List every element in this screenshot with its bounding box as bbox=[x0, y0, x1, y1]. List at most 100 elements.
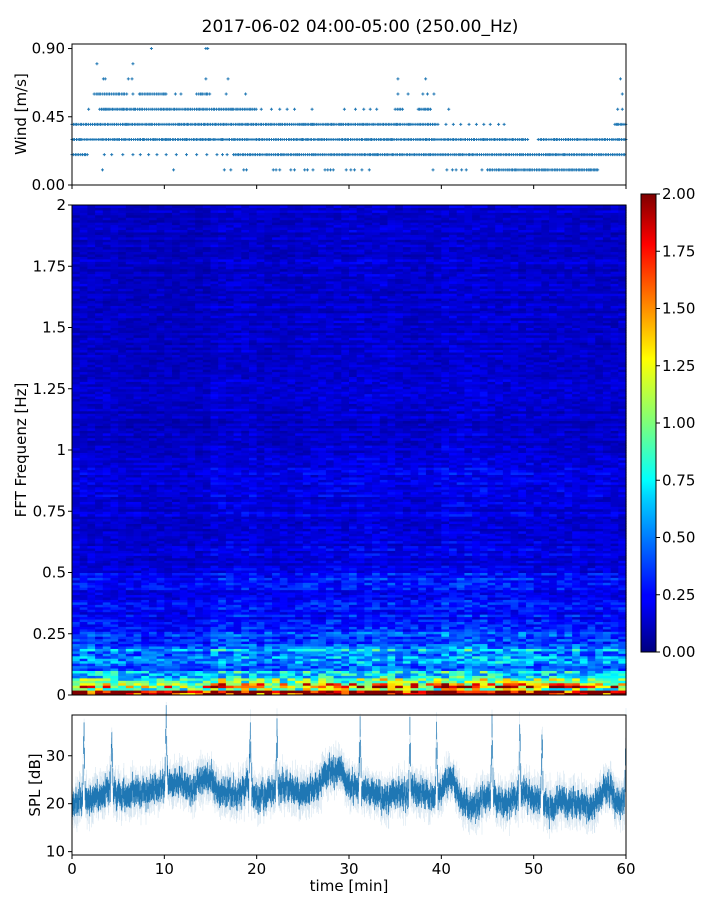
wind-marker bbox=[155, 153, 158, 156]
figure-title: 2017-06-02 04:00-05:00 (250.00_Hz) bbox=[202, 17, 519, 37]
wind-marker bbox=[621, 93, 624, 96]
wind-marker bbox=[245, 168, 248, 171]
wind-marker bbox=[497, 123, 500, 126]
wind-marker bbox=[460, 168, 463, 171]
wind-marker bbox=[436, 123, 439, 126]
wind-marker bbox=[179, 93, 182, 96]
wind-marker bbox=[87, 108, 90, 111]
wind-axes-frame bbox=[72, 44, 626, 185]
wind-marker bbox=[125, 93, 128, 96]
wind-marker bbox=[489, 123, 492, 126]
wind-marker bbox=[480, 168, 483, 171]
wind-marker bbox=[360, 168, 363, 171]
wind-marker bbox=[432, 93, 435, 96]
wind-marker bbox=[103, 153, 106, 156]
wind-marker bbox=[95, 62, 98, 65]
wind-marker bbox=[139, 153, 142, 156]
wind-panel: 0.000.450.90 Wind [m/s] bbox=[12, 40, 627, 194]
wind-marker bbox=[459, 123, 462, 126]
wind-marker bbox=[244, 93, 247, 96]
wind-marker bbox=[452, 123, 455, 126]
wind-marker bbox=[332, 168, 335, 171]
wind-marker bbox=[255, 108, 258, 111]
spectrogram-cells bbox=[72, 205, 627, 696]
wind-marker bbox=[362, 108, 365, 111]
wind-marker bbox=[215, 153, 218, 156]
wind-marker bbox=[424, 77, 427, 80]
wind-marker bbox=[226, 153, 229, 156]
wind-marker bbox=[475, 123, 478, 126]
wind-marker bbox=[368, 168, 371, 171]
wind-marker bbox=[185, 153, 188, 156]
wind-ytick-label: 0.45 bbox=[32, 108, 65, 126]
wind-marker bbox=[421, 93, 424, 96]
wind-marker bbox=[354, 108, 357, 111]
wind-marker bbox=[447, 108, 450, 111]
wind-marker bbox=[131, 77, 134, 80]
wind-marker bbox=[278, 168, 281, 171]
wind-marker bbox=[174, 93, 177, 96]
wind-marker bbox=[275, 168, 278, 171]
wind-marker bbox=[270, 108, 273, 111]
wind-marker bbox=[110, 153, 113, 156]
wind-marker bbox=[616, 108, 619, 111]
wind-marker bbox=[86, 153, 89, 156]
wind-marker bbox=[101, 168, 104, 171]
wind-marker bbox=[369, 108, 372, 111]
wind-marker bbox=[311, 108, 314, 111]
wind-marker bbox=[621, 108, 624, 111]
wind-marker bbox=[503, 123, 506, 126]
wind-ytick-label: 0.00 bbox=[32, 176, 65, 194]
wind-marker bbox=[482, 123, 485, 126]
wind-marker bbox=[619, 77, 622, 80]
wind-marker bbox=[345, 168, 348, 171]
wind-marker bbox=[353, 168, 356, 171]
wind-marker bbox=[293, 108, 296, 111]
wind-marker bbox=[407, 93, 410, 96]
wind-marker bbox=[272, 168, 275, 171]
wind-marker bbox=[121, 153, 124, 156]
wind-marker bbox=[426, 93, 429, 96]
wind-marker bbox=[229, 168, 232, 171]
wind-marker bbox=[349, 168, 352, 171]
wind-marker bbox=[526, 138, 529, 141]
wind-marker bbox=[326, 168, 329, 171]
wind-marker bbox=[225, 93, 228, 96]
wind-marker bbox=[260, 108, 263, 111]
wind-marker bbox=[401, 108, 404, 111]
wind-marker bbox=[172, 168, 175, 171]
wind-marker bbox=[289, 168, 292, 171]
wind-marker bbox=[455, 168, 458, 171]
wind-ytick-label: 0.90 bbox=[32, 40, 65, 58]
wind-marker bbox=[286, 108, 289, 111]
wind-marker bbox=[242, 168, 245, 171]
wind-marker bbox=[468, 123, 471, 126]
wind-marker bbox=[221, 153, 224, 156]
wind-marker bbox=[131, 93, 134, 96]
wind-marker bbox=[223, 168, 226, 171]
wind-marker bbox=[343, 108, 346, 111]
wind-marker bbox=[227, 77, 230, 80]
wind-marker bbox=[444, 123, 447, 126]
wind-marker bbox=[195, 153, 198, 156]
wind-marker bbox=[303, 168, 306, 171]
wind-marker bbox=[208, 93, 211, 96]
wind-marker bbox=[293, 168, 296, 171]
wind-marker bbox=[311, 168, 314, 171]
wind-marker bbox=[396, 93, 399, 96]
wind-marker bbox=[175, 153, 178, 156]
wind-marker bbox=[445, 168, 448, 171]
wind-marker bbox=[147, 153, 150, 156]
wind-marker bbox=[131, 153, 134, 156]
wind-marker bbox=[432, 168, 435, 171]
wind-marker bbox=[323, 168, 326, 171]
wind-marker bbox=[375, 108, 378, 111]
wind-marker bbox=[150, 47, 153, 50]
wind-marker bbox=[278, 108, 281, 111]
wind-marker bbox=[451, 168, 454, 171]
wind-marker bbox=[104, 77, 107, 80]
wind-marker bbox=[205, 153, 208, 156]
wind-marker bbox=[306, 168, 309, 171]
